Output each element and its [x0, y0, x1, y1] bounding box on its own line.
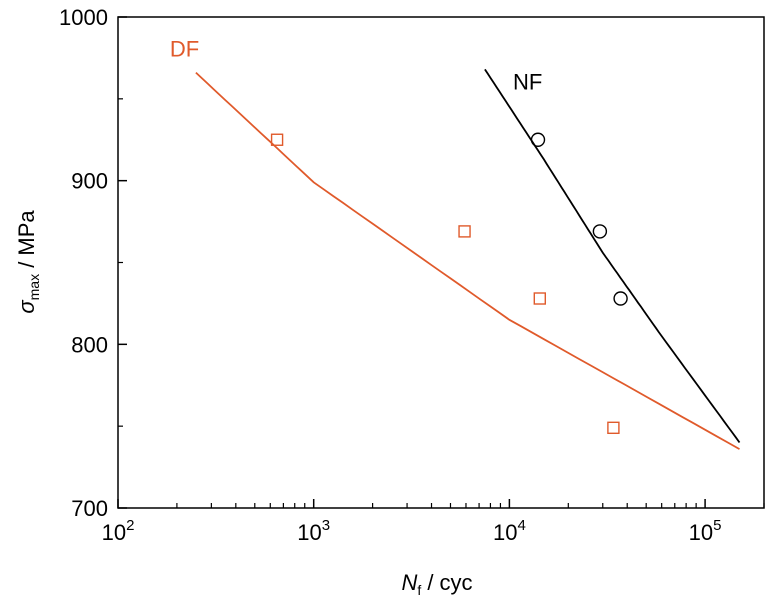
- y-tick-label: 700: [71, 496, 108, 521]
- series-labels: DF NF: [170, 37, 542, 95]
- x-axis-label: Nf / cyc: [401, 570, 472, 598]
- data-point-nf: [613, 291, 628, 306]
- x-tick-label: 103: [297, 517, 330, 545]
- fit-line-df: [195, 71, 740, 450]
- y-tick-label: 900: [71, 169, 108, 194]
- x-tick-label: 102: [102, 517, 135, 545]
- y-tick-label: 1000: [59, 5, 108, 30]
- fit-line-nf: [484, 68, 741, 444]
- y-axis-label: σmax / MPa: [14, 210, 42, 314]
- tick-labels: 700 800 900 1000 102 103 104 105: [59, 5, 721, 545]
- data-point-df: [607, 421, 620, 435]
- x-tick-label: 105: [689, 517, 722, 545]
- series-label-df: DF: [170, 37, 199, 62]
- axis-ticks: [117, 16, 765, 509]
- data-point-df: [533, 292, 546, 305]
- data-point-df: [270, 133, 284, 146]
- data-points: [270, 132, 628, 435]
- fit-lines: [195, 68, 741, 450]
- x-tick-label: 104: [493, 517, 526, 545]
- series-label-nf: NF: [513, 69, 542, 94]
- y-tick-label: 800: [71, 332, 108, 357]
- data-point-df: [458, 225, 471, 238]
- data-point-nf: [530, 132, 546, 147]
- data-point-nf: [592, 224, 608, 239]
